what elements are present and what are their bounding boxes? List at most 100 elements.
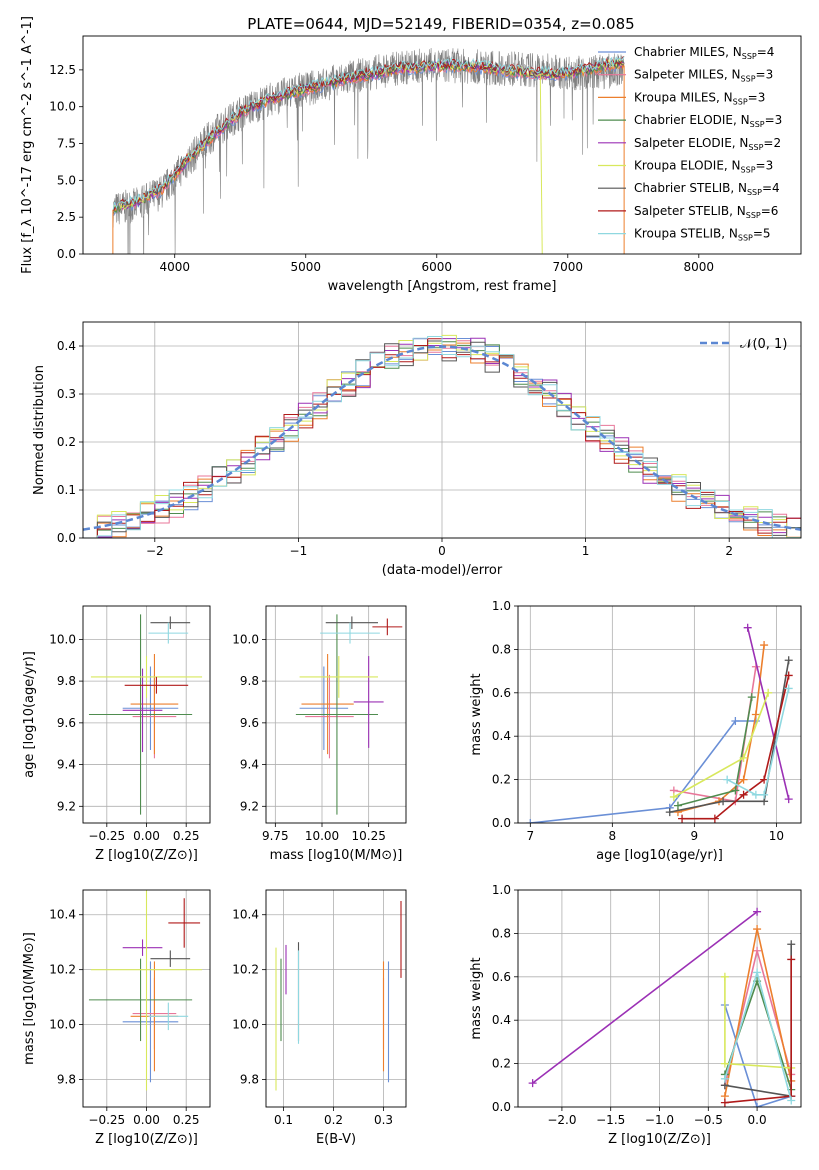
y-tick-label: 9.6: [57, 716, 76, 730]
grid-lines: [266, 890, 406, 1107]
legend-tail: =2: [763, 136, 781, 150]
x-tick-label: 8000: [684, 260, 715, 274]
y-axis-label: mass weight: [469, 673, 484, 755]
y-tick-label: 10.2: [49, 963, 76, 977]
axes-frame: [82, 889, 211, 1108]
legend-tail: =6: [761, 204, 779, 218]
legend-text: Salpeter MILES, N: [634, 68, 741, 82]
x-tick-label: −0.5: [694, 1113, 723, 1127]
legend-entry: Salpeter STELIB, NSSP=6: [634, 204, 778, 220]
y-tick-label: 0.0: [57, 531, 76, 545]
y-tick-label: 0.8: [492, 642, 511, 656]
weight-marker: [526, 819, 535, 823]
y-axis-label: Normed distribution: [32, 365, 47, 495]
legend-subscript: SSP: [748, 143, 763, 152]
legend-entry: Kroupa MILES, NSSP=3: [634, 90, 765, 106]
axes-frame: [517, 889, 802, 1108]
plot-marks: [83, 334, 801, 538]
y-axis-label: Flux [f_λ 10^-17 erg cm^-2 s^-1 A^-1]: [20, 16, 35, 274]
age-vs-metallicity-axes: −0.25 0.00 0.25 9.2 9.4 9.6 9.8 10.0 Z [log10(Z/…: [22, 605, 211, 863]
y-tick-label: 10.4: [49, 908, 76, 922]
model-spectrum-line: [112, 58, 625, 213]
y-tick-label: 0.4: [57, 339, 76, 353]
axes-frame: [82, 605, 211, 824]
weight-marker: [669, 792, 678, 801]
y-axis-label: age [log10(age/yr)]: [22, 651, 37, 778]
x-tick-label: −2.0: [547, 1113, 576, 1127]
y-axis-label: mass weight: [469, 957, 484, 1039]
weight-marker: [784, 656, 793, 665]
model-spectrum-line: [112, 58, 625, 212]
weight-marker: [673, 801, 682, 810]
legend-subscript: SSP: [741, 75, 756, 84]
y-tick-label: 9.8: [57, 674, 76, 688]
legend-subscript: SSP: [750, 120, 765, 129]
legend-subscript: SSP: [746, 211, 761, 220]
x-tick-label: 0.1: [274, 1113, 293, 1127]
x-tick-label: 10.00: [305, 829, 339, 843]
x-tick-label: −2: [146, 544, 164, 558]
legend-entry: Kroupa STELIB, NSSP=5: [634, 227, 771, 243]
y-tick-label: 9.8: [57, 1073, 76, 1087]
figure-title: PLATE=0644, MJD=52149, FIBERID=0354, z=0…: [247, 15, 634, 33]
plot-marks: [275, 900, 402, 1091]
y-tick-label: 0.0: [492, 1100, 511, 1114]
weight-marker: [751, 710, 760, 719]
model-spectrum-line: [112, 61, 625, 216]
legend-tail: =4: [762, 181, 780, 195]
x-tick-label: 10.25: [351, 829, 385, 843]
y-tick-label: 9.2: [240, 799, 259, 813]
x-tick-label: 0.25: [173, 829, 200, 843]
weight-marker: [753, 925, 762, 934]
y-tick-label: 7.5: [57, 137, 76, 151]
legend-text: Salpeter STELIB, N: [634, 204, 746, 218]
weight-marker: [739, 790, 748, 799]
weight-marker: [784, 795, 793, 804]
legend-entry: Chabrier STELIB, NSSP=4: [634, 181, 780, 197]
y-tick-label: 0.2: [492, 1057, 511, 1071]
legend-tail: =3: [765, 113, 783, 127]
y-tick-label: 0.8: [492, 926, 511, 940]
y-tick-label: 0.6: [492, 686, 511, 700]
axes-frame: [517, 605, 802, 824]
x-tick-label: 1: [582, 544, 590, 558]
x-tick-label: 5000: [290, 260, 321, 274]
weight-vs-age-axes: 7 8 9 10 0.0 0.2 0.4 0.6 0.8 1.0 age [log10(age/yr…: [469, 599, 802, 863]
x-axis-label: Z [log10(Z/Z⊙)]: [608, 1132, 711, 1147]
plot-marks: [112, 47, 625, 254]
legend-subscript: SSP: [733, 97, 748, 106]
weight-marker: [719, 797, 728, 806]
weight-marker: [720, 1098, 729, 1107]
legend-entry: 𝒩(0, 1): [740, 337, 787, 352]
y-tick-label: 0.2: [57, 435, 76, 449]
weight-marker: [760, 775, 769, 784]
legend-text: Kroupa ELODIE, N: [634, 159, 741, 173]
x-axis-label: E(B-V): [316, 1132, 356, 1147]
weight-marker: [787, 1096, 796, 1105]
mass-vs-extinction-axes: 0.1 0.2 0.3 9.8 10.0 10.2 10.4 E(B-V): [232, 889, 407, 1147]
legend-text: Kroupa MILES, N: [634, 90, 733, 104]
y-tick-label: 0.6: [492, 970, 511, 984]
plot-marks: [526, 623, 793, 823]
legend-subscript: SSP: [742, 52, 757, 61]
y-tick-label: 9.8: [240, 1073, 259, 1087]
weight-marker: [731, 717, 740, 726]
y-tick-label: 9.2: [57, 799, 76, 813]
y-tick-label: 1.0: [492, 883, 511, 897]
legend-entry: Chabrier MILES, NSSP=4: [634, 45, 774, 61]
x-tick-label: −0.25: [88, 1113, 125, 1127]
legend-tail: =3: [748, 90, 766, 104]
axes-frame: [82, 35, 802, 255]
weight-marker: [753, 946, 762, 955]
y-tick-label: 0.1: [57, 483, 76, 497]
x-axis-label: wavelength [Angstrom, rest frame]: [328, 279, 557, 294]
weight-vs-metallicity-axes: −2.0 −1.5 −1.0 −0.5 0.0 0.0 0.2 0.4 0.6 0.8 1.0 Z […: [469, 883, 802, 1147]
x-tick-label: −1: [290, 544, 308, 558]
weight-marker: [665, 808, 674, 817]
x-axis-label: (data-model)/error: [382, 563, 503, 578]
x-tick-label: 0.3: [374, 1113, 393, 1127]
weight-marker: [753, 968, 762, 977]
x-tick-label: 0.0: [748, 1113, 767, 1127]
legend-tail: =4: [757, 45, 775, 59]
